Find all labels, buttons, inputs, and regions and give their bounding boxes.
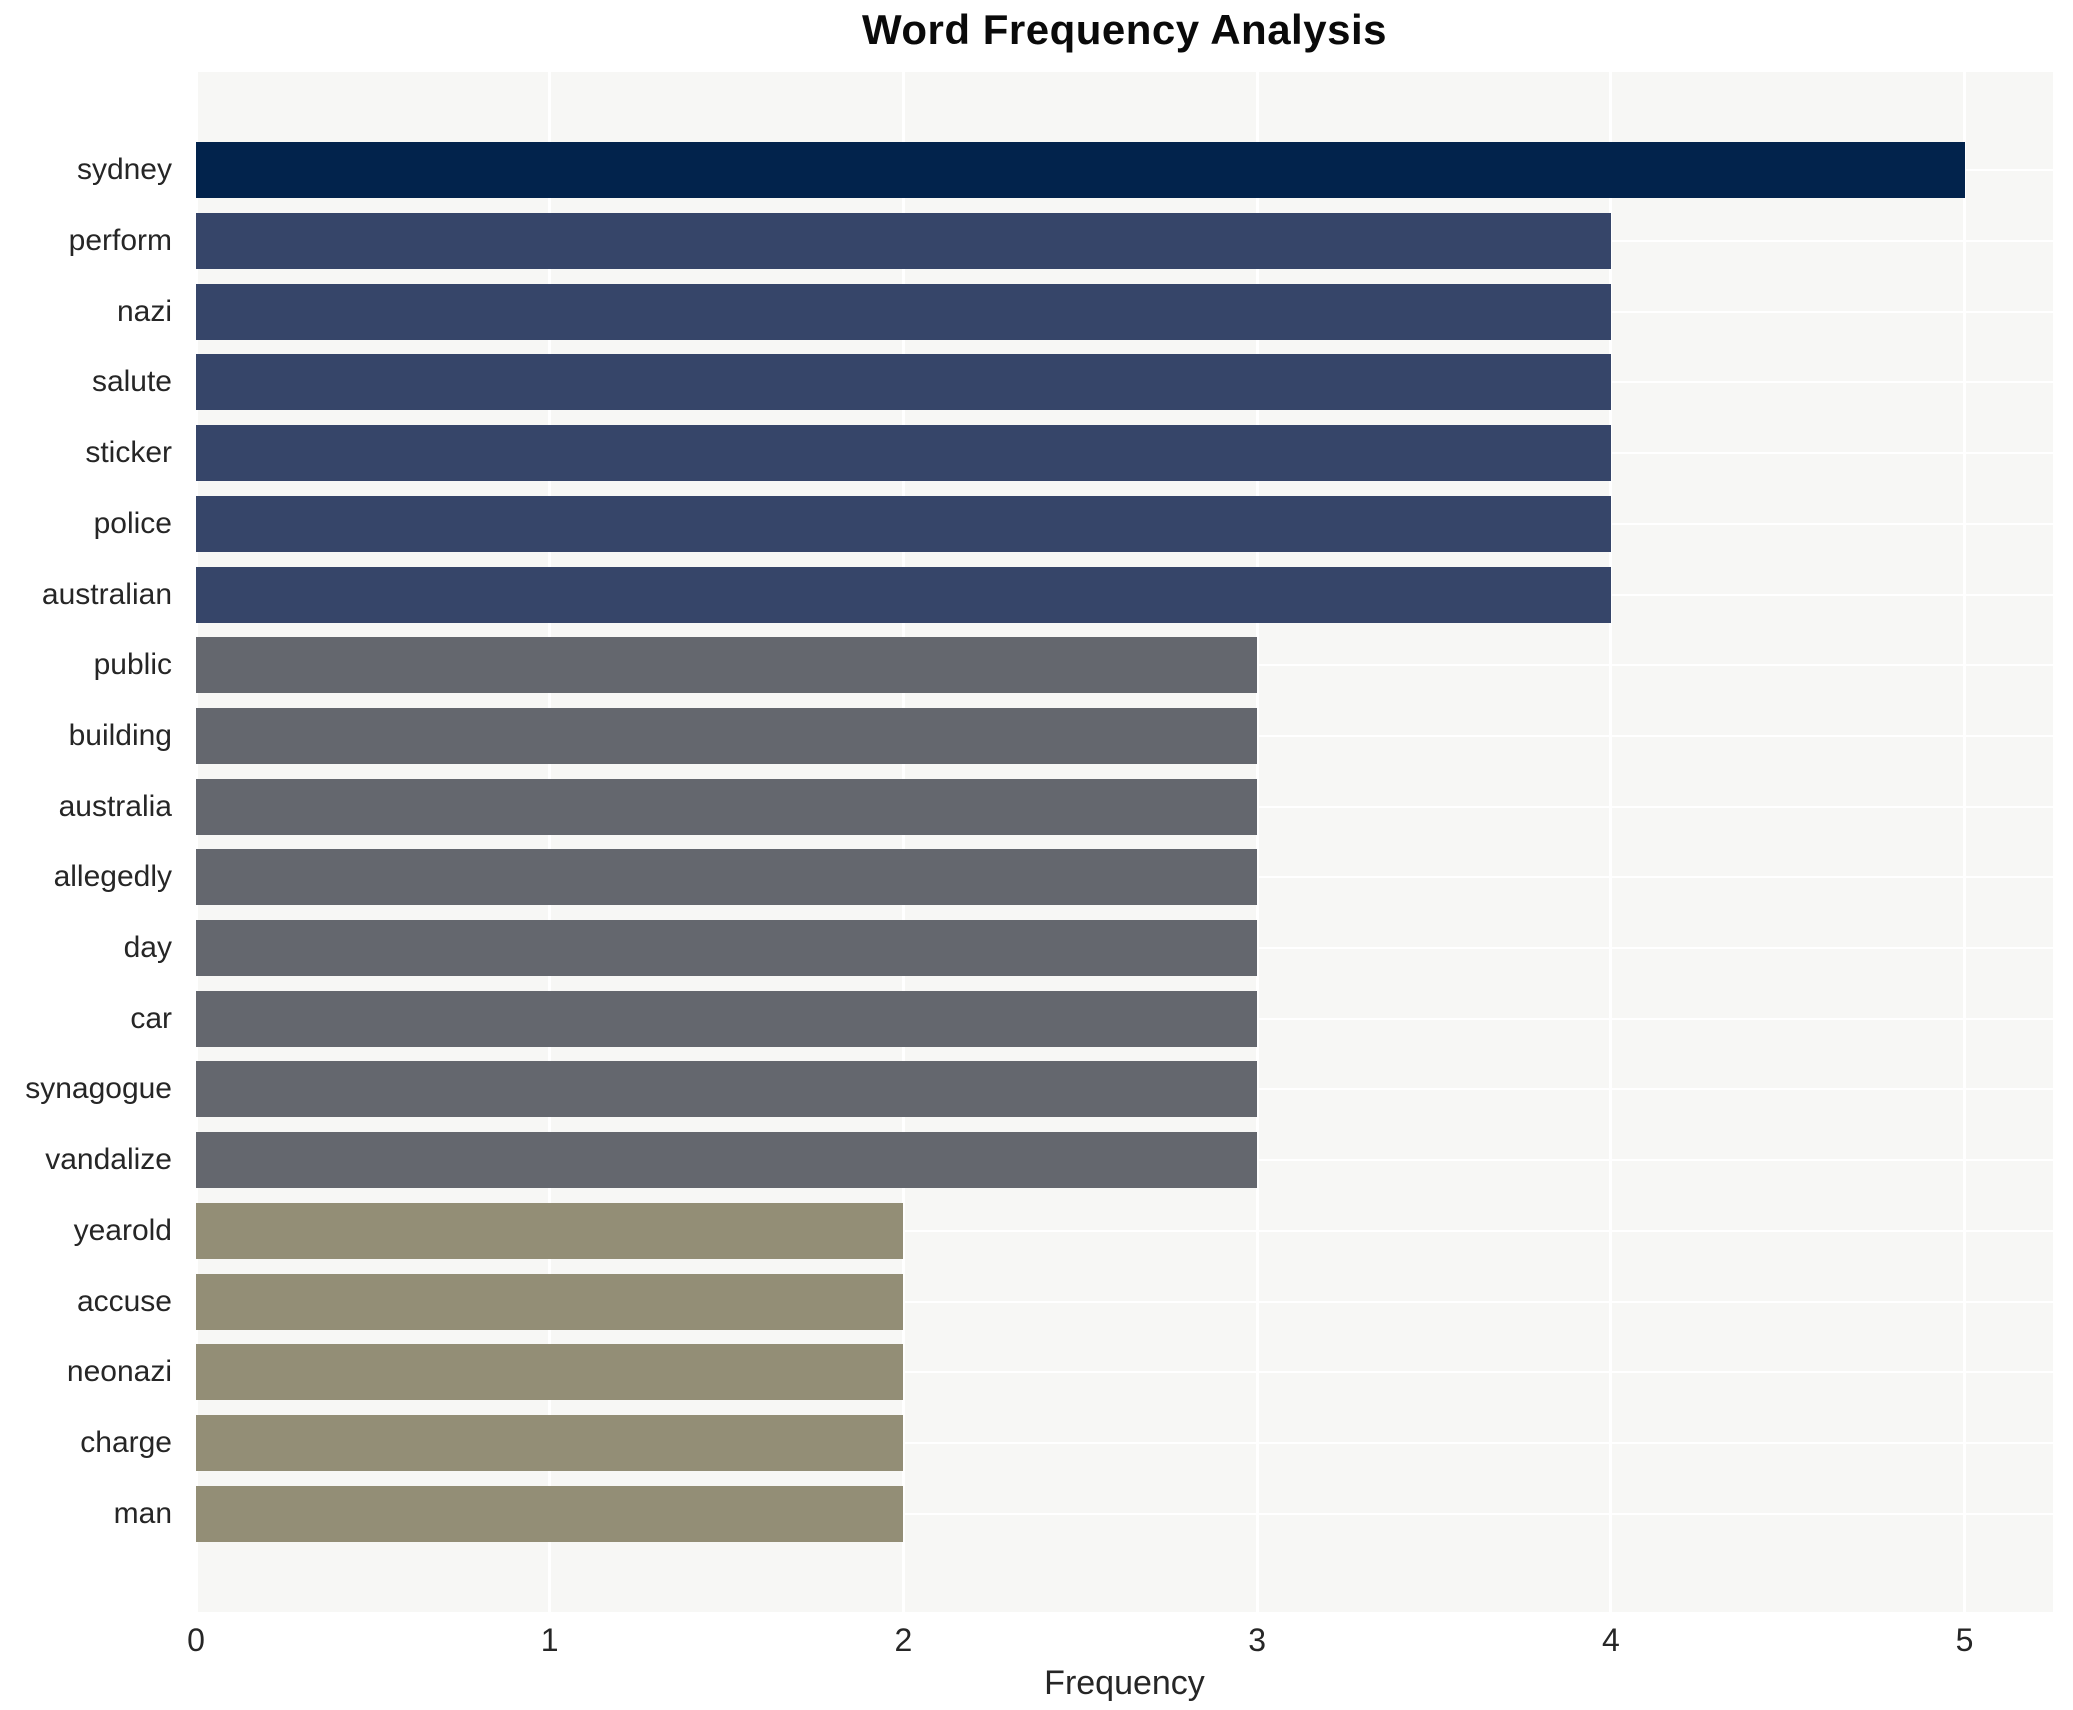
bar-sticker — [196, 425, 1611, 482]
category-label-perform: perform — [68, 224, 172, 258]
category-label-nazi: nazi — [116, 294, 172, 328]
category-label-sticker: sticker — [85, 436, 172, 470]
category-label-building: building — [68, 718, 172, 752]
bar-car — [196, 990, 1258, 1047]
y-gridline — [196, 1300, 2053, 1303]
bar-australia — [196, 778, 1258, 835]
bar-allegedly — [196, 849, 1258, 906]
bar-public — [196, 637, 1258, 694]
category-label-man: man — [113, 1496, 172, 1530]
x-gridline — [1963, 72, 1967, 1612]
x-tick-label: 1 — [540, 1622, 559, 1658]
bar-synagogue — [196, 1061, 1258, 1118]
category-label-yearold: yearold — [73, 1213, 172, 1247]
x-gridline — [901, 72, 905, 1612]
category-label-allegedly: allegedly — [53, 860, 172, 894]
bar-charge — [196, 1414, 904, 1471]
x-gridline — [548, 72, 552, 1612]
category-label-car: car — [130, 1001, 172, 1035]
category-label-salute: salute — [91, 365, 172, 399]
bar-perform — [196, 213, 1611, 270]
bar-building — [196, 707, 1258, 764]
category-label-sydney: sydney — [76, 153, 172, 187]
y-gridline — [196, 1229, 2053, 1232]
category-label-synagogue: synagogue — [25, 1072, 172, 1106]
bar-vandalize — [196, 1132, 1258, 1189]
x-tick-label: 2 — [894, 1622, 913, 1658]
x-tick-label: 4 — [1601, 1622, 1620, 1658]
x-axis-title: Frequency — [1044, 1664, 1205, 1702]
bar-man — [196, 1485, 904, 1542]
bar-yearold — [196, 1202, 904, 1259]
category-label-vandalize: vandalize — [45, 1143, 172, 1177]
x-gridline — [1609, 72, 1613, 1612]
x-tick-label: 3 — [1248, 1622, 1267, 1658]
bar-rows — [196, 72, 2053, 1612]
category-label-australian: australian — [41, 577, 172, 611]
category-label-police: police — [93, 506, 172, 540]
y-axis-labels: sydney perform nazi salute sticker police aust… — [0, 72, 184, 1612]
bar-salute — [196, 354, 1611, 411]
bar-neonazi — [196, 1344, 904, 1401]
x-axis-ticks: 0 1 2 3 4 5 — [187, 1622, 2053, 1664]
x-gridline — [194, 72, 198, 1612]
bar-australian — [196, 566, 1611, 623]
category-label-public: public — [93, 648, 172, 682]
category-label-accuse: accuse — [76, 1284, 172, 1318]
bar-sydney — [196, 142, 1965, 199]
category-label-neonazi: neonazi — [66, 1355, 172, 1389]
y-gridline — [196, 1371, 2053, 1374]
y-gridline — [196, 1512, 2053, 1515]
plot-area — [194, 72, 2053, 1612]
category-label-charge: charge — [80, 1425, 172, 1459]
bar-nazi — [196, 283, 1611, 340]
bar-day — [196, 920, 1258, 977]
chart-title: Word Frequency Analysis — [862, 6, 1387, 53]
x-gridline — [1255, 72, 1259, 1612]
x-tick-label: 0 — [187, 1622, 205, 1658]
y-gridline — [196, 1441, 2053, 1444]
category-label-day: day — [123, 931, 172, 965]
x-tick-label: 5 — [1955, 1622, 1974, 1658]
category-label-australia: australia — [58, 789, 172, 823]
bar-accuse — [196, 1273, 904, 1330]
bar-police — [196, 495, 1611, 552]
